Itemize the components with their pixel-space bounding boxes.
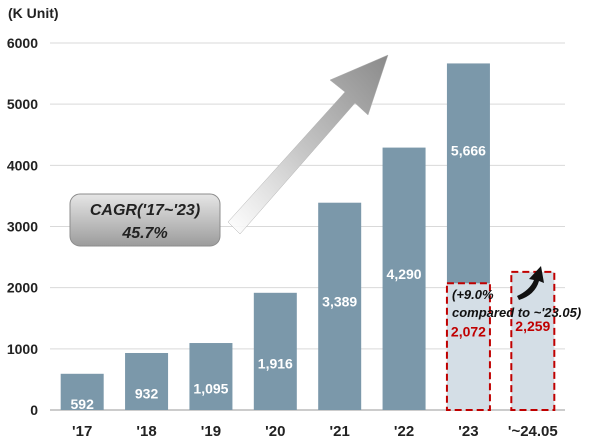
x-tick-label: '18: [136, 423, 156, 440]
y-tick-label: 5000: [7, 96, 38, 112]
x-axis: '17 '18 '19 '20 '21 '22 '23 '~24.05: [72, 423, 558, 440]
partial-highlight-border: [445, 282, 491, 411]
x-tick-label: '22: [394, 423, 414, 440]
data-label: 3,389: [322, 293, 357, 309]
x-tick-label: '19: [201, 423, 221, 440]
y-axis: 0 1000 2000 3000 4000 5000 6000: [7, 35, 38, 418]
unit-label: (K Unit): [8, 5, 59, 21]
x-tick-label: '21: [330, 423, 350, 440]
ytd-highlight-border: [510, 270, 556, 411]
cagr-box: [69, 193, 221, 247]
y-tick-label: 2000: [7, 280, 38, 296]
bar: [60, 373, 104, 410]
y-tick-label: 6000: [7, 35, 38, 51]
partial-data-label: 2,072: [451, 324, 486, 340]
bar: [253, 292, 297, 410]
cagr-title: CAGR('17~'23): [90, 202, 200, 219]
y-tick-label: 3000: [7, 219, 38, 235]
cagr-callout: CAGR('17~'23) 45.7%: [69, 193, 221, 247]
cagr-value: 45.7%: [121, 225, 167, 242]
bar: [189, 343, 233, 410]
growth-note: (+9.0% compared to ~'23.05): [452, 266, 581, 320]
x-tick-label: '~24.05: [508, 423, 558, 440]
x-tick-label: '20: [265, 423, 285, 440]
data-label: 1,916: [258, 355, 293, 371]
growth-note-line2: compared to ~'23.05): [452, 305, 581, 320]
y-tick-label: 1000: [7, 341, 38, 357]
growth-note-line1: (+9.0%: [452, 287, 494, 302]
data-label: 932: [135, 385, 159, 401]
bar: [382, 147, 426, 410]
x-tick-label: '23: [458, 423, 478, 440]
data-labels: 592 932 1,095 1,916 3,389 4,290 5,666 2,259 2,07…: [71, 142, 551, 412]
data-label: 2,259: [515, 318, 550, 334]
x-tick-label: '17: [72, 423, 92, 440]
bar: [511, 271, 555, 410]
bars: [60, 63, 556, 411]
y-tick-label: 4000: [7, 157, 38, 173]
data-label: 4,290: [387, 266, 422, 282]
data-label: 1,095: [193, 381, 228, 397]
data-label: 5,666: [451, 142, 486, 158]
data-label: 592: [71, 396, 95, 412]
y-tick-label: 0: [30, 402, 38, 418]
bar: [125, 352, 169, 410]
growth-arrow-icon: [227, 54, 389, 235]
curved-arrow-icon: [517, 266, 544, 300]
bar: [318, 202, 362, 410]
partial-bar: [446, 283, 490, 410]
